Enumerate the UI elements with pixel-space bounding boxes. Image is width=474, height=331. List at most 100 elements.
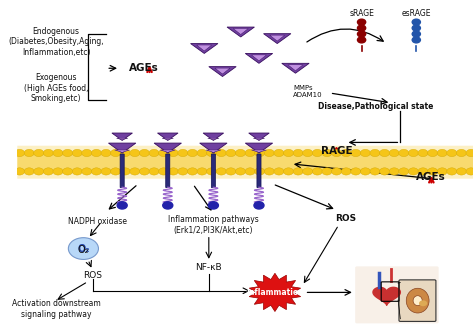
Circle shape xyxy=(187,149,198,157)
Circle shape xyxy=(168,168,178,175)
Polygon shape xyxy=(115,150,130,152)
Circle shape xyxy=(63,149,73,157)
Circle shape xyxy=(357,37,365,43)
Circle shape xyxy=(303,168,313,175)
Circle shape xyxy=(456,149,466,157)
Ellipse shape xyxy=(419,300,427,306)
Circle shape xyxy=(293,168,303,175)
Polygon shape xyxy=(270,35,285,41)
Circle shape xyxy=(53,168,63,175)
Text: ROS: ROS xyxy=(83,271,102,280)
Circle shape xyxy=(72,149,82,157)
Text: esRAGE: esRAGE xyxy=(401,9,431,19)
Circle shape xyxy=(149,149,159,157)
Circle shape xyxy=(293,149,303,157)
Circle shape xyxy=(447,168,457,175)
Circle shape xyxy=(101,168,111,175)
Polygon shape xyxy=(253,138,264,140)
Circle shape xyxy=(447,149,457,157)
Polygon shape xyxy=(162,138,173,140)
Circle shape xyxy=(255,168,264,175)
Polygon shape xyxy=(154,143,182,153)
Circle shape xyxy=(409,149,419,157)
Circle shape xyxy=(357,31,365,37)
Text: Exogenous
(High AGEs food,
Smoking,etc): Exogenous (High AGEs food, Smoking,etc) xyxy=(24,73,88,103)
Circle shape xyxy=(389,149,399,157)
Circle shape xyxy=(197,149,207,157)
Circle shape xyxy=(341,168,351,175)
Circle shape xyxy=(15,168,25,175)
Circle shape xyxy=(312,149,322,157)
Circle shape xyxy=(341,149,351,157)
Circle shape xyxy=(399,168,409,175)
Polygon shape xyxy=(264,34,291,44)
Ellipse shape xyxy=(406,288,429,313)
Circle shape xyxy=(15,149,25,157)
Circle shape xyxy=(437,149,447,157)
Circle shape xyxy=(437,168,447,175)
Circle shape xyxy=(139,149,149,157)
Circle shape xyxy=(236,149,246,157)
Ellipse shape xyxy=(413,296,422,306)
Circle shape xyxy=(91,168,101,175)
Text: AGEs: AGEs xyxy=(129,63,159,73)
Circle shape xyxy=(264,149,274,157)
Polygon shape xyxy=(288,65,303,71)
Circle shape xyxy=(283,149,293,157)
Circle shape xyxy=(207,149,217,157)
Circle shape xyxy=(226,149,236,157)
Circle shape xyxy=(380,149,390,157)
Polygon shape xyxy=(206,150,221,152)
Polygon shape xyxy=(245,53,273,63)
FancyBboxPatch shape xyxy=(257,154,261,188)
Circle shape xyxy=(322,168,332,175)
Circle shape xyxy=(168,149,178,157)
Circle shape xyxy=(409,168,419,175)
FancyBboxPatch shape xyxy=(17,153,474,171)
Circle shape xyxy=(178,149,188,157)
Text: Endogenous
(Diabetes,Obesity,Aging,
Inflammation,etc): Endogenous (Diabetes,Obesity,Aging, Infl… xyxy=(8,27,104,57)
Circle shape xyxy=(63,168,73,175)
FancyBboxPatch shape xyxy=(120,154,124,188)
Polygon shape xyxy=(160,150,175,152)
Circle shape xyxy=(274,149,284,157)
Circle shape xyxy=(312,168,322,175)
Circle shape xyxy=(360,168,370,175)
Circle shape xyxy=(110,149,121,157)
Polygon shape xyxy=(200,143,227,153)
Circle shape xyxy=(245,168,255,175)
Circle shape xyxy=(389,168,399,175)
Polygon shape xyxy=(197,45,212,51)
Circle shape xyxy=(110,168,121,175)
Circle shape xyxy=(163,202,173,209)
Circle shape xyxy=(255,149,264,157)
Polygon shape xyxy=(112,133,132,140)
Text: Disease,Pathological state: Disease,Pathological state xyxy=(318,102,433,111)
Circle shape xyxy=(236,168,246,175)
Polygon shape xyxy=(109,143,136,153)
Circle shape xyxy=(159,168,169,175)
Circle shape xyxy=(264,168,274,175)
Polygon shape xyxy=(117,138,128,140)
Text: Activation downstream
signaling pathway: Activation downstream signaling pathway xyxy=(12,299,100,318)
Circle shape xyxy=(322,149,332,157)
Circle shape xyxy=(412,25,420,31)
Polygon shape xyxy=(282,63,309,73)
FancyBboxPatch shape xyxy=(166,154,170,188)
FancyBboxPatch shape xyxy=(211,154,215,188)
Circle shape xyxy=(216,168,226,175)
Circle shape xyxy=(360,149,370,157)
Circle shape xyxy=(357,19,365,25)
FancyBboxPatch shape xyxy=(355,266,438,323)
Circle shape xyxy=(130,168,140,175)
Circle shape xyxy=(370,168,380,175)
Circle shape xyxy=(91,149,101,157)
Circle shape xyxy=(412,31,420,37)
Circle shape xyxy=(357,25,365,31)
Circle shape xyxy=(24,168,34,175)
Circle shape xyxy=(130,149,140,157)
Polygon shape xyxy=(373,287,401,305)
Circle shape xyxy=(331,168,342,175)
Circle shape xyxy=(159,149,169,157)
Circle shape xyxy=(412,37,420,43)
